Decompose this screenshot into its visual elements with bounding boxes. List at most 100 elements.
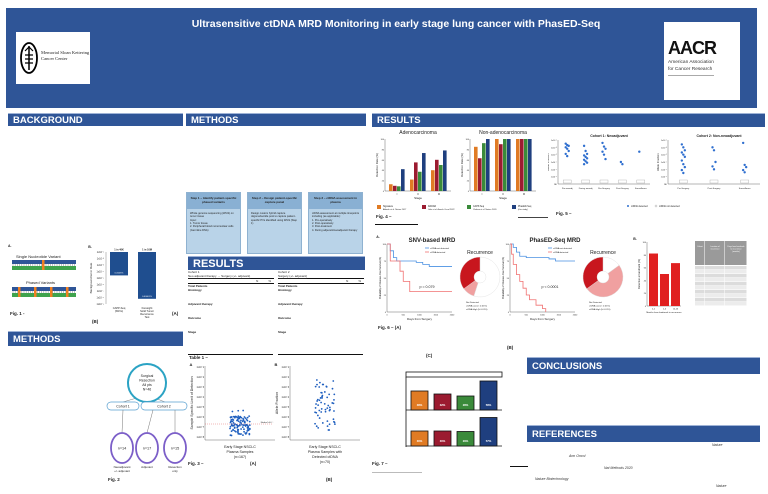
y-tick-label: 50 <box>507 278 510 280</box>
x-tick-label: Pre-Surgery <box>598 187 611 190</box>
y-axis-label: Probability of Disease-Free Survival (%) <box>502 257 505 300</box>
recurrence-table-cell <box>725 302 747 306</box>
x-tick-label: 2000 <box>573 315 578 317</box>
y-tick-label: 1x10⁻² <box>661 146 667 149</box>
sample-point <box>232 415 235 418</box>
detected-point <box>566 147 569 150</box>
recurrence-table-header-cell <box>725 241 747 265</box>
sample-point <box>328 423 331 426</box>
pie-legend-label: Not Detected <box>466 301 480 304</box>
bar-phased-seq <box>507 139 511 191</box>
y-tick-label: 1x10⁻³ <box>661 154 667 157</box>
legend-reference: (this study) <box>518 208 528 211</box>
y-tick-label: 100 <box>466 139 470 141</box>
y-tick-label: 1x10⁻1 <box>282 366 290 369</box>
bar-phased-seq <box>486 139 490 191</box>
fig7-bar-radar <box>433 430 452 447</box>
y-tick-label: 1x10⁻⁵ <box>661 168 667 171</box>
recurrence-table-cell <box>705 274 725 278</box>
sample-point <box>318 417 321 419</box>
table1-row-label: Histology <box>188 288 202 292</box>
bar-phased-seq <box>443 150 447 191</box>
detected-point <box>683 155 687 159</box>
pie-legend-label: ctDNA High (≥ 0.01%) <box>466 308 488 311</box>
method-step-line: Input: <box>190 218 197 222</box>
detected-point <box>601 150 604 153</box>
sample-point <box>229 425 232 428</box>
detected-point <box>584 160 587 163</box>
cohort-subtitle: Neo adjuvant therapy → Surgery (+/- adju… <box>188 274 251 278</box>
x-axis-label: Plasma Samples <box>227 450 254 454</box>
table1-caption: Table 1 – <box>189 355 208 360</box>
sample-point <box>324 410 327 413</box>
variant-mark <box>42 260 45 270</box>
y-axis-label: Probability of Disease-Free Survival (%) <box>379 257 382 300</box>
recurrence-table-cell <box>725 270 747 274</box>
y-tick-label: 1x10⁻2 <box>197 376 205 379</box>
x-tick-label: III <box>523 192 525 196</box>
sample-point <box>332 418 335 421</box>
y-tick-label: 1x10⁻6 <box>282 416 290 419</box>
y-tick-label: ND <box>664 184 667 186</box>
fig7-bar-label: 30% <box>417 439 423 443</box>
col-pct-header: % <box>358 279 361 283</box>
references-header: REFERENCES <box>527 425 760 442</box>
y-tick-label: 50 <box>384 278 387 280</box>
fig7-bar-signatera <box>410 390 429 411</box>
sample-point <box>333 410 335 412</box>
sample-point <box>323 402 326 405</box>
dna-strand-bottom <box>12 293 76 297</box>
pie-slice <box>473 256 501 298</box>
sample-point <box>235 415 237 418</box>
y-tick-label: 1x10⁻⁴ <box>97 270 104 274</box>
bar-phased-seq <box>528 139 532 191</box>
sample-point <box>231 410 234 413</box>
y-tick-label: 20 <box>467 181 470 183</box>
detected-point <box>741 141 745 145</box>
sample-point <box>314 385 317 388</box>
median-annotation: Median 1x10⁻⁶ <box>261 421 274 424</box>
y-tick-label: 1x10⁻¹ <box>551 139 557 142</box>
y-axis-label: Background Error Rate <box>89 262 93 293</box>
recurrence-table-header-cell <box>695 241 705 265</box>
km-curve-not-detected <box>387 243 452 267</box>
sample-point <box>246 430 249 432</box>
legend-not-detected-marker <box>654 204 658 208</box>
bar-phased-seq <box>422 153 426 191</box>
detected-point <box>680 168 684 172</box>
sample-point <box>232 421 235 424</box>
fig5-rule <box>518 217 548 218</box>
fig7-bar-signatera <box>410 430 429 447</box>
x-tick-label: 0 <box>386 315 388 317</box>
results-left-header: RESULTS <box>188 256 365 270</box>
recurrence-table-cell <box>725 266 747 270</box>
y-tick-label: 0 <box>645 306 647 308</box>
sample-point <box>247 427 250 429</box>
detected-point <box>638 150 641 153</box>
fig7-comparison-bars: 38% 32% 28% 58% 30% 30% 29% 57% <box>405 371 503 447</box>
km-legend-label: ctDNA detected <box>430 251 446 254</box>
variant-mark <box>18 287 21 297</box>
reference-5: Nature <box>716 484 727 488</box>
y-tick-label: 1x10⁻2 <box>282 376 290 379</box>
bar-capp-seq <box>503 139 507 191</box>
y-axis-label: Detection Rate (%) <box>460 153 464 177</box>
fig3-panel-label: B <box>275 362 278 367</box>
x-tick-label: Post-Surgery <box>708 187 722 190</box>
method-step-box: Step 3 – ctDNA assessment in plasma ctDNA… <box>308 192 363 254</box>
method-step-title: Step 2 – Design patient-specific capture… <box>248 193 301 209</box>
sample-point <box>318 399 321 402</box>
sample-point <box>321 394 324 397</box>
detected-point <box>564 146 567 149</box>
y-tick-label: 1x10⁻5 <box>197 406 205 409</box>
sample-point <box>315 411 318 414</box>
recurrence-table-cell <box>695 278 705 282</box>
variant-mark <box>50 287 53 297</box>
fig3-scatter-plots: A 1x10⁻1 1x10⁻2 1x10⁻3 1x10⁻4 1x10⁻5 1x10⁻6 1x1… <box>190 362 360 464</box>
sample-point <box>333 398 335 401</box>
fig7-bar-label: 32% <box>440 403 446 407</box>
x-tick-label: Surveillance <box>739 187 752 190</box>
method-step-line: Design custom hybrid capture oligonucleo… <box>251 212 297 226</box>
detected-point <box>743 163 746 167</box>
x-tick-label: III <box>438 192 440 196</box>
